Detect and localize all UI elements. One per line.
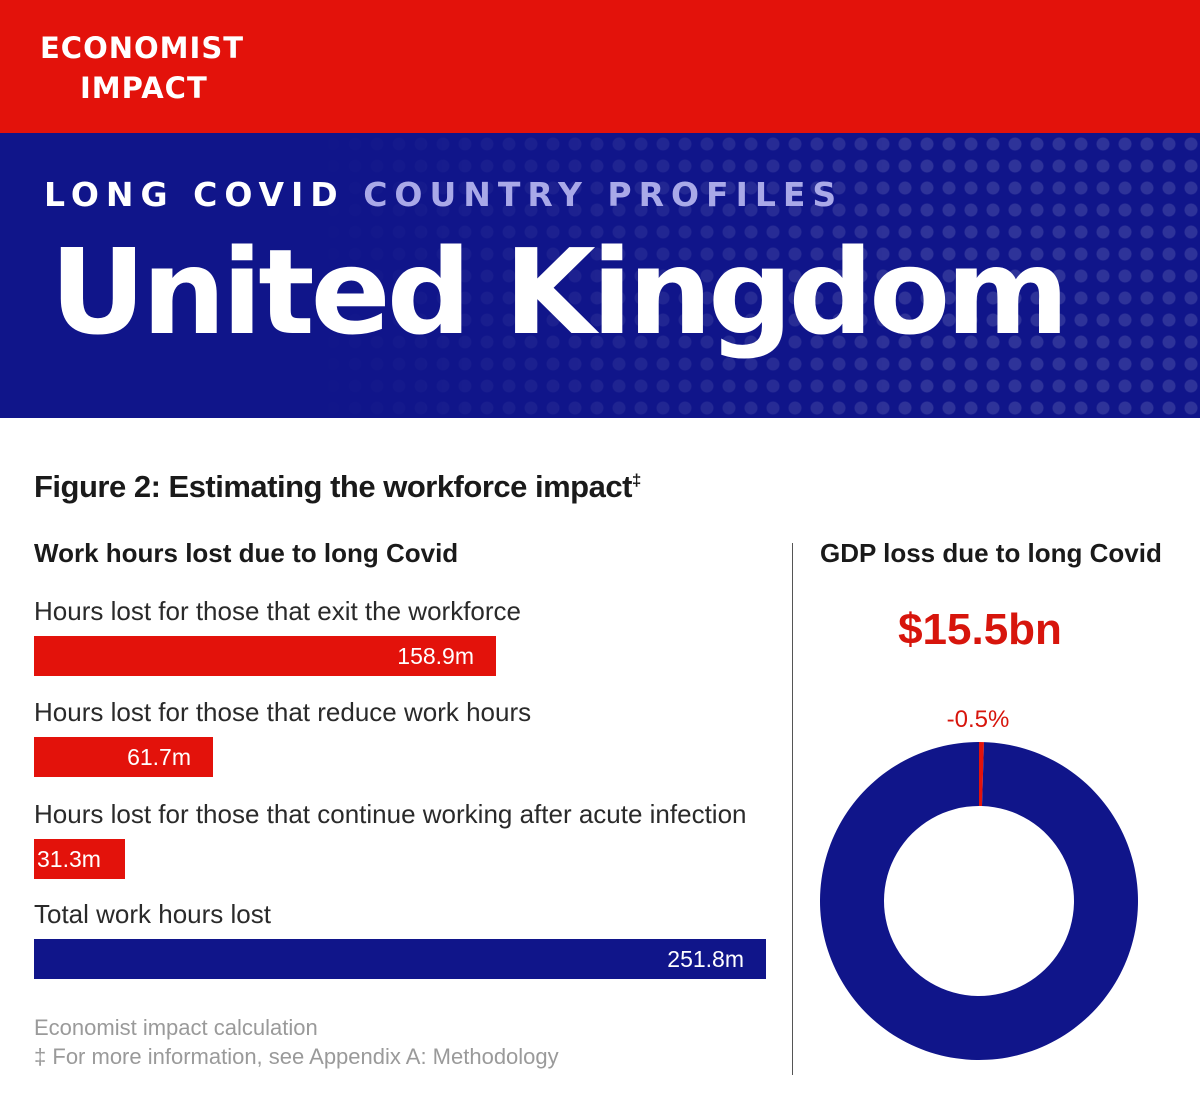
footnote-line: ‡ For more information, see Appendix A: … bbox=[34, 1042, 559, 1071]
gdp-loss-heading: GDP loss due to long Covid bbox=[820, 538, 1162, 568]
bar-category-label: Hours lost for those that exit the workf… bbox=[34, 596, 521, 626]
work-hours-heading: Work hours lost due to long Covid bbox=[34, 538, 459, 568]
bar-category-label: Hours lost for those that reduce work ho… bbox=[34, 697, 532, 727]
bar: 31.3m bbox=[34, 839, 125, 879]
bar-value-label: 31.3m bbox=[37, 846, 101, 872]
footnote-mark: ‡ bbox=[34, 1044, 47, 1069]
column-divider bbox=[792, 543, 793, 1075]
gdp-loss-value: $15.5bn bbox=[898, 605, 1062, 654]
double-dagger-mark: ‡ bbox=[631, 470, 641, 490]
figure-title: Figure 2: Estimating the workforce impac… bbox=[34, 469, 641, 505]
bar-category-label: Hours lost for those that continue worki… bbox=[34, 799, 747, 829]
title-banner: LONG COVID COUNTRY PROFILES United Kingd… bbox=[0, 133, 1200, 418]
bar-value-label: 61.7m bbox=[127, 744, 191, 770]
bar: 61.7m bbox=[34, 737, 213, 777]
economist-impact-logo: ECONOMIST IMPACT bbox=[40, 28, 244, 108]
kicker-long-covid: LONG COVID bbox=[44, 175, 345, 214]
source-note: Economist impact calculation ‡ For more … bbox=[34, 1013, 559, 1071]
country-title: United Kingdom bbox=[50, 223, 1069, 361]
bar: 158.9m bbox=[34, 636, 496, 676]
gdp-share-label: -0.5% bbox=[946, 706, 1010, 733]
kicker-country-profiles: COUNTRY PROFILES bbox=[363, 175, 844, 214]
bar: 251.8m bbox=[34, 939, 766, 979]
bar-category-label: Total work hours lost bbox=[34, 899, 271, 929]
gdp-loss-donut-chart bbox=[820, 742, 1138, 1060]
donut-slice-gdp-loss bbox=[979, 742, 984, 807]
brand-line-2: IMPACT bbox=[80, 71, 208, 105]
footnote-text: For more information, see Appendix A: Me… bbox=[52, 1044, 559, 1069]
series-kicker: LONG COVID COUNTRY PROFILES bbox=[44, 175, 843, 214]
halftone-pattern bbox=[300, 133, 1200, 418]
bar-value-label: 251.8m bbox=[667, 946, 744, 972]
brand-line-1: ECONOMIST bbox=[40, 31, 244, 65]
figure-title-text: Figure 2: Estimating the workforce impac… bbox=[34, 469, 632, 504]
bar-value-label: 158.9m bbox=[397, 643, 474, 669]
brand-banner: ECONOMIST IMPACT bbox=[0, 0, 1200, 133]
source-line: Economist impact calculation bbox=[34, 1015, 318, 1040]
donut-slice-remainder bbox=[820, 742, 1138, 1060]
